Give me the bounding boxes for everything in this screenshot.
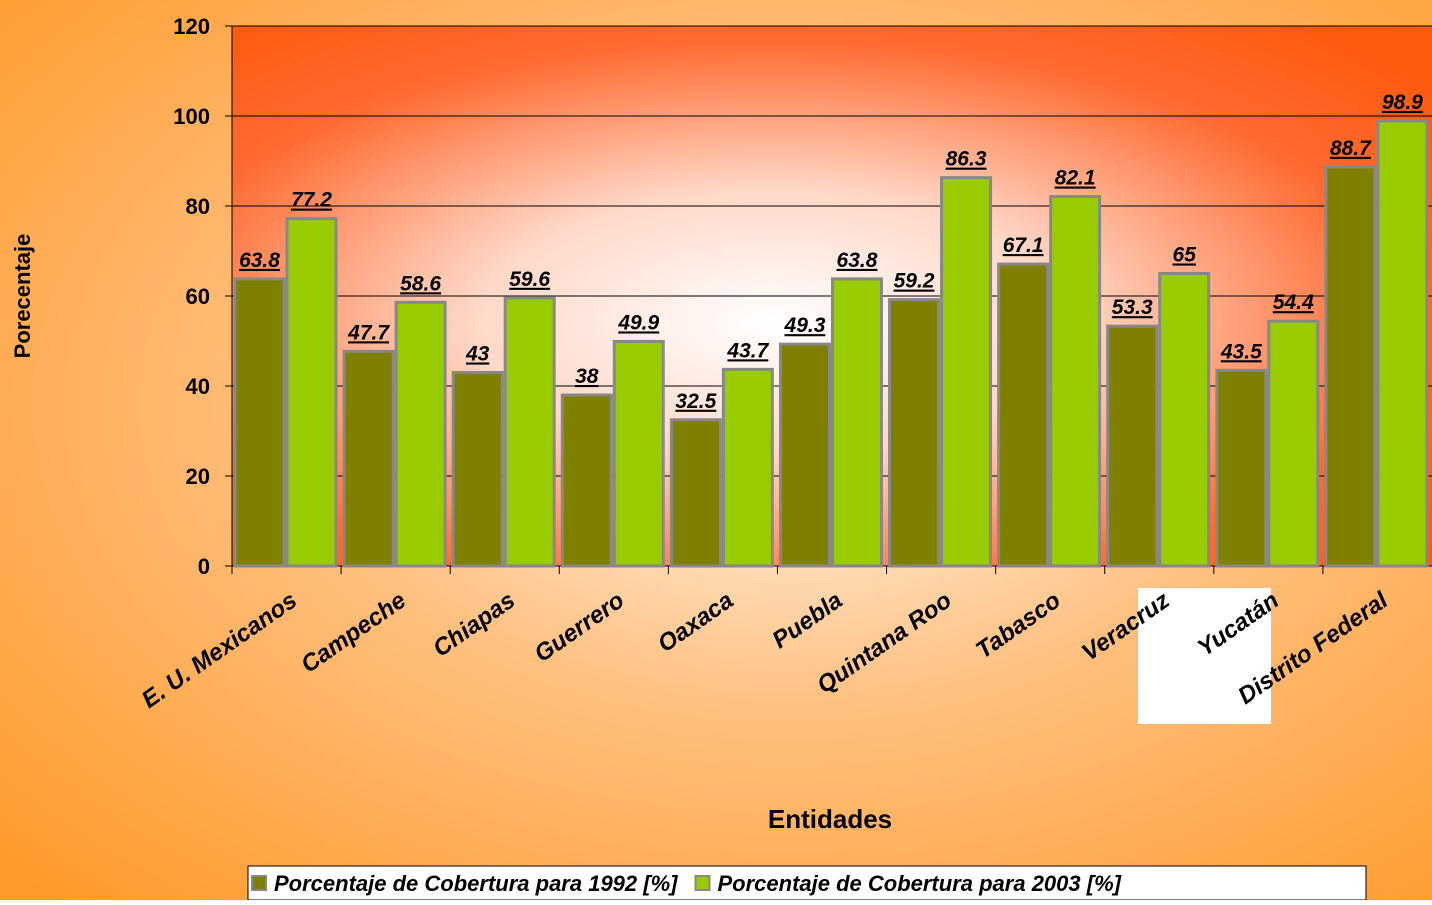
data-label: 54.4	[1273, 291, 1314, 314]
data-label: 82.1	[1055, 167, 1096, 190]
bar	[285, 217, 338, 568]
data-label: 38	[575, 365, 599, 388]
bar	[342, 349, 395, 568]
y-tick-label: 40	[186, 374, 210, 399]
label-highlight	[1138, 588, 1271, 724]
bar	[940, 176, 993, 568]
legend	[247, 865, 1367, 901]
bar	[997, 262, 1050, 568]
y-tick-label: 20	[186, 464, 210, 489]
bar	[888, 298, 941, 568]
bar	[612, 339, 665, 568]
bar	[1215, 368, 1268, 568]
y-axis-title: Porecentaje	[10, 234, 35, 359]
legend-label: Porcentaje de Cobertura para 2003 [%]	[717, 871, 1121, 896]
bar	[394, 300, 447, 568]
y-tick-label: 100	[173, 104, 210, 129]
bar	[830, 277, 883, 568]
bar	[778, 342, 831, 568]
data-label: 58.6	[400, 272, 441, 295]
bar	[1106, 324, 1159, 568]
data-label: 43.5	[1220, 340, 1262, 363]
bar	[1158, 272, 1211, 568]
data-label: 63.8	[837, 249, 878, 272]
data-label: 67.1	[1003, 234, 1044, 257]
data-label: 59.6	[509, 268, 550, 291]
bar	[503, 296, 556, 568]
data-label: 32.5	[675, 390, 716, 413]
legend-swatch	[694, 875, 711, 891]
legend-label: Porcentaje de Cobertura para 1992 [%]	[274, 871, 678, 896]
bar	[451, 371, 504, 568]
data-label: 63.8	[239, 249, 280, 272]
data-label: 53.3	[1112, 296, 1153, 319]
data-label: 43.7	[726, 339, 769, 362]
data-label: 49.9	[617, 311, 659, 334]
data-label: 98.9	[1382, 91, 1423, 114]
data-label: 47.7	[347, 321, 390, 344]
data-label: 59.2	[894, 270, 935, 293]
bar	[669, 418, 722, 568]
data-label: 43	[465, 343, 490, 366]
bar	[560, 393, 613, 568]
data-label: 49.3	[784, 314, 826, 337]
data-label: 77.2	[291, 189, 332, 212]
y-tick-label: 0	[198, 554, 210, 579]
y-tick-label: 80	[186, 194, 210, 219]
bar	[1376, 119, 1429, 568]
bar	[721, 367, 774, 568]
y-tick-label: 120	[173, 14, 210, 39]
bar	[1267, 319, 1320, 568]
data-label: 65	[1173, 244, 1197, 267]
legend-swatch	[251, 875, 267, 891]
data-label: 86.3	[946, 148, 987, 171]
bar	[1049, 195, 1102, 568]
bar	[1324, 165, 1377, 568]
data-label: 88.7	[1330, 137, 1372, 160]
y-tick-label: 60	[186, 284, 210, 309]
x-axis-title: Entidades	[768, 804, 892, 834]
bar	[233, 277, 286, 568]
